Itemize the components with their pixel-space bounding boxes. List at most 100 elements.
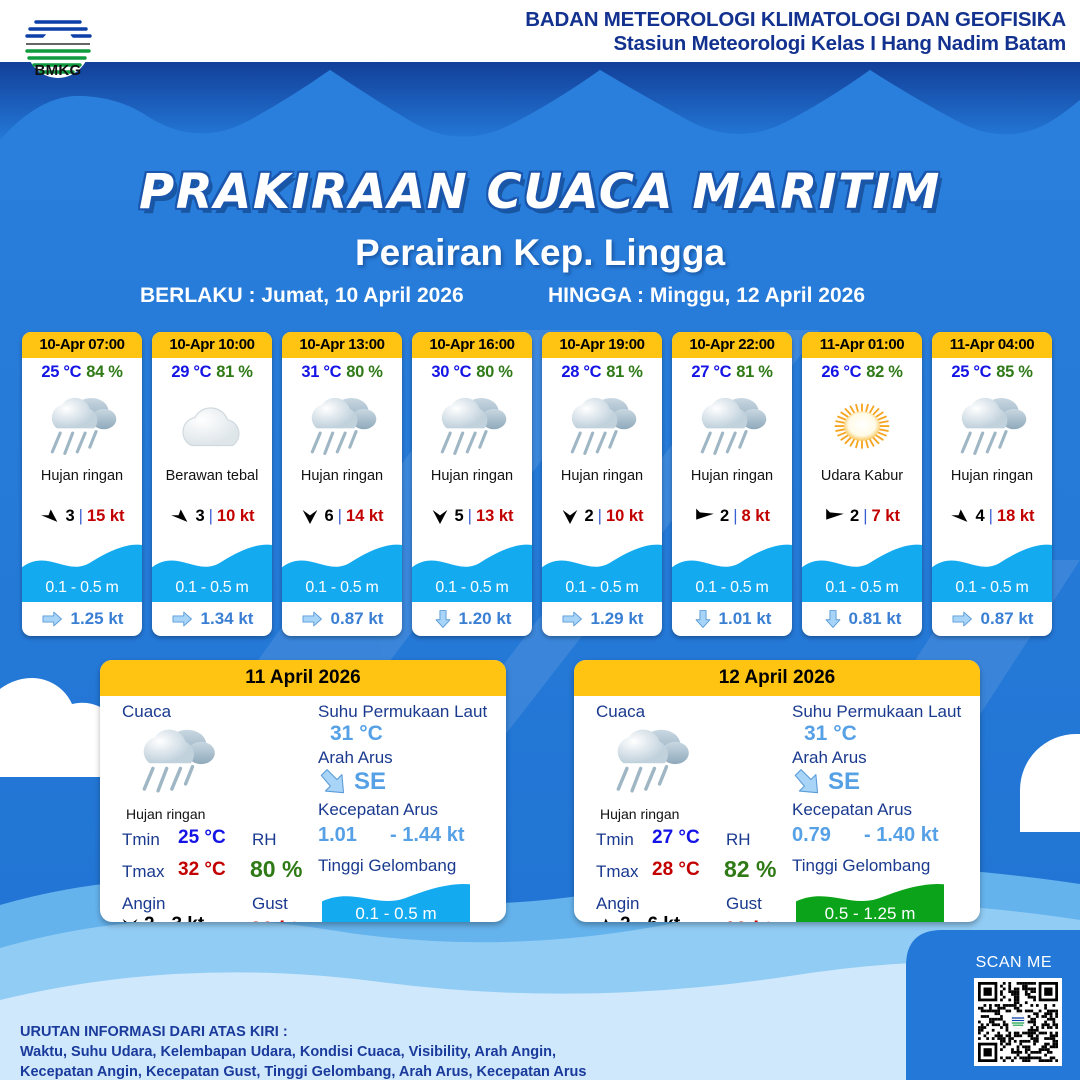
wind-arrow-up-left-icon	[171, 509, 188, 522]
air-temperature: 30 °C	[431, 363, 472, 381]
wave-height-band: 0.1 - 0.5 m	[672, 542, 792, 602]
wave-height-band: 0.1 - 0.5 m	[282, 542, 402, 602]
weather-condition: Hujan ringan	[690, 468, 774, 484]
wind-separator: |	[337, 506, 342, 525]
hourly-forecast-card[interactable]: 10-Apr 13:00 31 °C 80 % Hujan ringan 6 | 14 kt…	[282, 332, 402, 636]
wind-speed: 10 kt	[605, 506, 644, 525]
current-direction-row: SE	[792, 768, 860, 796]
wind-speed: 7 kt	[871, 506, 900, 525]
hourly-forecast-card[interactable]: 10-Apr 16:00 30 °C 80 % Hujan ringan 5 | 13 kt…	[412, 332, 532, 636]
agency-title: BADAN METEOROLOGI KLIMATOLOGI DAN GEOFIS…	[525, 8, 1066, 56]
daily-wind-value: 2 - 3 kt	[144, 914, 204, 922]
daily-wave-height: 0.1 - 0.5 m	[355, 904, 437, 922]
wave-height: 0.1 - 0.5 m	[435, 579, 509, 596]
gust-value: 19 kt	[724, 918, 772, 922]
temp-humidity-row: 31 °C 80 %	[282, 358, 402, 386]
forecast-time: 10-Apr 10:00	[152, 332, 272, 358]
label-gust: Gust	[252, 894, 288, 913]
air-temperature: 25 °C	[951, 363, 992, 381]
label-sst: Suhu Permukaan Laut	[792, 702, 962, 721]
wave-height-band: 0.1 - 0.5 m	[932, 542, 1052, 602]
wind-separator: |	[988, 506, 993, 525]
valid-from-value: Jumat, 10 April 2026	[261, 284, 464, 307]
legend-line-1: Waktu, Suhu Udara, Kelembapan Udara, Kon…	[20, 1044, 557, 1060]
legend-title: URUTAN INFORMASI DARI ATAS KIRI :	[20, 1024, 288, 1040]
temp-humidity-row: 26 °C 82 %	[802, 358, 922, 386]
daily-wind-row: 2 - 3 kt	[120, 914, 204, 922]
valid-from: BERLAKU : Jumat, 10 April 2026	[140, 284, 464, 308]
humidity: 80 %	[476, 363, 513, 381]
current-speed: 1.01 kt	[718, 609, 772, 628]
wind-arrow-up-left-icon	[951, 509, 968, 522]
wind-speed: 14 kt	[345, 506, 384, 525]
tmin-value: 27 °C	[652, 827, 700, 848]
wind-separator: |	[597, 506, 602, 525]
daily-forecast-panel: 11 April 2026 Cuaca Hujan ringan Tmin 25 °C T…	[100, 660, 506, 922]
wind-arrow-down-icon	[433, 510, 448, 524]
humidity: 81 %	[216, 363, 253, 381]
qr-code[interactable]	[974, 978, 1062, 1066]
wind-row: 5 | 13 kt	[412, 490, 532, 542]
legend-line-2: Kecepatan Angin, Kecepatan Gust, Tinggi …	[20, 1064, 587, 1080]
wave-height: 0.1 - 0.5 m	[955, 579, 1029, 596]
label-kecepatan-arus: Kecepatan Arus	[318, 800, 439, 819]
label-kecepatan-arus: Kecepatan Arus	[792, 800, 913, 819]
daily-wave-pill: 0.1 - 0.5 m	[322, 882, 470, 922]
wave-height: 0.1 - 0.5 m	[695, 579, 769, 596]
current-row: 1.25 kt	[22, 602, 142, 636]
wave-height: 0.1 - 0.5 m	[175, 579, 249, 596]
label-angin: Angin	[596, 894, 640, 913]
hourly-forecast-card[interactable]: 10-Apr 07:00 25 °C 84 % Hujan ringan 3 | 15 kt…	[22, 332, 142, 636]
wind-speed: 8 kt	[741, 506, 770, 525]
wind-separator: |	[78, 506, 83, 525]
visibility: 2	[720, 506, 730, 525]
current-speed-min: 0.79	[792, 824, 831, 846]
current-speed-max: - 1.40 kt	[864, 824, 939, 846]
wave-height-band: 0.1 - 0.5 m	[22, 542, 142, 602]
current-direction-row: SE	[318, 768, 386, 796]
forecast-time: 11-Apr 01:00	[802, 332, 922, 358]
daily-date: 12 April 2026	[574, 660, 980, 696]
weather-condition: Hujan ringan	[300, 468, 384, 484]
air-temperature: 27 °C	[691, 363, 732, 381]
wave-height-graphic	[932, 544, 1052, 602]
humidity: 82 %	[866, 363, 903, 381]
forecast-time: 10-Apr 07:00	[22, 332, 142, 358]
tmax-value: 32 °C	[178, 859, 226, 880]
weather-condition: Hujan ringan	[40, 468, 124, 484]
label-cuaca: Cuaca	[596, 702, 646, 721]
label-tinggi-gelombang: Tinggi Gelombang	[792, 856, 931, 875]
label-tmax: Tmax	[596, 862, 639, 881]
bmkg-logo-label: BMKG	[34, 62, 82, 79]
wind-row: 6 | 14 kt	[282, 490, 402, 542]
current-arrow-southeast-icon	[794, 769, 819, 794]
current-speed: 1.20 kt	[458, 609, 512, 628]
hourly-forecast-card[interactable]: 10-Apr 19:00 28 °C 81 % Hujan ringan 2 | 10 kt…	[542, 332, 662, 636]
rain-icon	[50, 397, 117, 455]
valid-to-value: Minggu, 12 April 2026	[649, 284, 866, 307]
forecast-time: 10-Apr 19:00	[542, 332, 662, 358]
wave-height-band: 0.1 - 0.5 m	[412, 542, 532, 602]
hourly-forecast-card[interactable]: 10-Apr 22:00 27 °C 81 % Hujan ringan 2 | 8 kt 0…	[672, 332, 792, 636]
weather-icon-wrap	[672, 386, 792, 466]
wave-height-graphic	[412, 544, 532, 602]
hourly-forecast-card[interactable]: 11-Apr 01:00 26 °C 82 % Udara Kabur 2 | 7 kt 0.…	[802, 332, 922, 636]
wind-arrow-right-flat-icon	[696, 508, 714, 520]
hourly-forecast-card[interactable]: 11-Apr 04:00 25 °C 85 % Hujan ringan 4 | 18 kt…	[932, 332, 1052, 636]
label-gust: Gust	[726, 894, 762, 913]
air-temperature: 31 °C	[301, 363, 342, 381]
forecast-time: 10-Apr 13:00	[282, 332, 402, 358]
hourly-forecast-card[interactable]: 10-Apr 10:00 29 °C 81 % Berawan tebal 3 | 10 k…	[152, 332, 272, 636]
bmkg-logo-icon	[25, 6, 92, 78]
hourly-forecast-strip: 10-Apr 07:00 25 °C 84 % Hujan ringan 3 | 15 kt…	[22, 332, 1062, 636]
daily-card[interactable]: 12 April 2026 Cuaca Hujan ringan Tmin 27 °C T…	[574, 660, 980, 922]
current-speed-min: 1.01	[318, 824, 357, 846]
weather-icon-wrap	[932, 386, 1052, 466]
current-speed: 1.34 kt	[200, 609, 254, 628]
wind-row: 2 | 10 kt	[542, 490, 662, 542]
visibility: 4	[975, 506, 985, 525]
wind-arrow-up-left-icon	[41, 509, 58, 522]
daily-card[interactable]: 11 April 2026 Cuaca Hujan ringan Tmin 25 °C T…	[100, 660, 506, 922]
wave-height: 0.1 - 0.5 m	[565, 579, 639, 596]
current-arrow-right-icon	[172, 611, 192, 627]
